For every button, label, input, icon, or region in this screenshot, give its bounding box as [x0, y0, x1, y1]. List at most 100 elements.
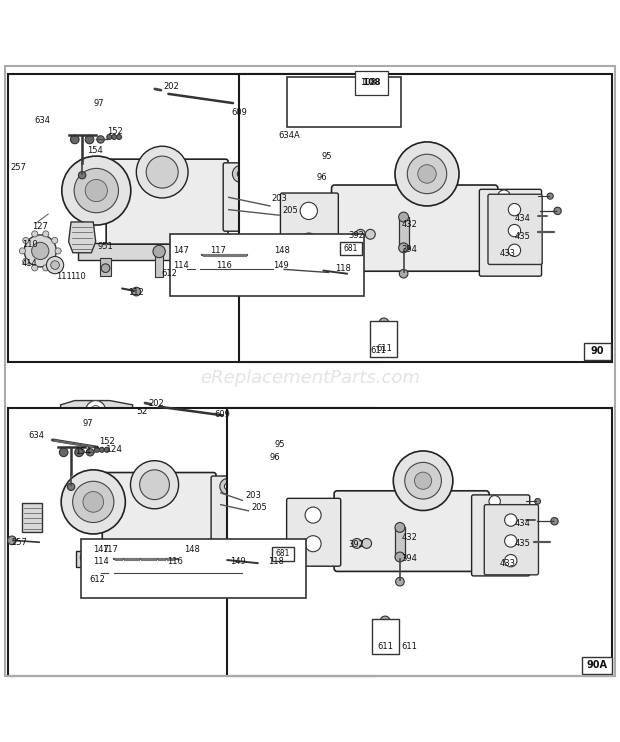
- Circle shape: [153, 246, 166, 257]
- Bar: [223, 258, 234, 275]
- Text: 117: 117: [210, 246, 226, 255]
- FancyBboxPatch shape: [488, 194, 542, 264]
- Circle shape: [24, 235, 56, 267]
- Circle shape: [314, 157, 319, 162]
- Circle shape: [300, 233, 317, 250]
- Text: 394: 394: [401, 245, 417, 254]
- Circle shape: [277, 214, 283, 220]
- Circle shape: [104, 447, 109, 453]
- Circle shape: [505, 535, 517, 547]
- Circle shape: [86, 401, 105, 420]
- Circle shape: [300, 203, 317, 220]
- Circle shape: [130, 461, 179, 509]
- Circle shape: [117, 134, 122, 139]
- Circle shape: [336, 91, 365, 121]
- Circle shape: [51, 258, 58, 264]
- Text: 202: 202: [164, 82, 179, 91]
- Circle shape: [407, 154, 447, 194]
- Text: 90: 90: [591, 347, 604, 356]
- Text: 110: 110: [22, 240, 38, 249]
- Circle shape: [107, 134, 112, 139]
- Circle shape: [508, 203, 521, 216]
- Text: 681: 681: [276, 549, 290, 559]
- Circle shape: [300, 157, 314, 171]
- Text: 95: 95: [321, 152, 332, 161]
- Circle shape: [352, 539, 361, 548]
- Circle shape: [268, 249, 280, 260]
- Circle shape: [365, 229, 375, 239]
- Circle shape: [361, 539, 371, 548]
- Text: 634: 634: [34, 116, 50, 125]
- Text: 147: 147: [173, 246, 189, 255]
- Text: 116: 116: [216, 260, 232, 269]
- Text: 205: 205: [282, 206, 298, 215]
- Circle shape: [489, 516, 500, 528]
- Polygon shape: [347, 270, 355, 278]
- Circle shape: [19, 248, 25, 254]
- Circle shape: [505, 514, 517, 526]
- Circle shape: [146, 156, 178, 188]
- Circle shape: [132, 287, 141, 296]
- Text: 118: 118: [335, 264, 350, 273]
- Text: 154: 154: [87, 146, 103, 155]
- Text: 394: 394: [401, 554, 417, 563]
- Circle shape: [498, 213, 510, 225]
- Text: 433: 433: [500, 249, 516, 258]
- Circle shape: [97, 136, 104, 143]
- Circle shape: [99, 447, 104, 453]
- Text: 111: 111: [56, 272, 72, 280]
- Circle shape: [81, 551, 92, 564]
- Circle shape: [179, 253, 184, 257]
- Text: 432: 432: [401, 533, 417, 542]
- FancyBboxPatch shape: [106, 159, 228, 244]
- Circle shape: [212, 554, 223, 565]
- Text: 612: 612: [161, 269, 177, 278]
- Text: 611: 611: [401, 643, 417, 651]
- Circle shape: [498, 190, 510, 203]
- Text: 108: 108: [362, 79, 381, 88]
- Circle shape: [547, 193, 553, 199]
- Circle shape: [224, 483, 231, 490]
- Circle shape: [300, 94, 320, 114]
- Text: 148: 148: [274, 246, 290, 255]
- Circle shape: [247, 508, 253, 514]
- FancyBboxPatch shape: [280, 193, 339, 266]
- FancyBboxPatch shape: [472, 495, 529, 576]
- Text: 203: 203: [272, 194, 288, 203]
- Circle shape: [85, 180, 107, 202]
- Polygon shape: [258, 559, 265, 567]
- Circle shape: [43, 231, 49, 237]
- Text: 149: 149: [273, 260, 289, 269]
- Circle shape: [86, 449, 94, 456]
- Polygon shape: [69, 222, 95, 253]
- Bar: [8, 73, 378, 362]
- Circle shape: [175, 249, 188, 261]
- FancyBboxPatch shape: [334, 490, 489, 571]
- Circle shape: [396, 577, 404, 586]
- Circle shape: [23, 237, 29, 243]
- Text: 96: 96: [270, 453, 281, 462]
- Text: 392: 392: [348, 540, 364, 549]
- Circle shape: [43, 265, 49, 271]
- Text: 154: 154: [75, 447, 91, 456]
- Circle shape: [505, 554, 517, 567]
- Text: 117: 117: [102, 545, 118, 554]
- Circle shape: [399, 212, 409, 222]
- Circle shape: [405, 462, 441, 499]
- Bar: [81, 539, 306, 597]
- Circle shape: [240, 497, 247, 505]
- Bar: [286, 77, 401, 127]
- Circle shape: [554, 207, 561, 214]
- Text: 114: 114: [93, 557, 109, 566]
- Circle shape: [305, 507, 321, 523]
- Circle shape: [51, 237, 58, 243]
- Text: 611: 611: [376, 344, 392, 353]
- Circle shape: [399, 243, 409, 253]
- Circle shape: [182, 554, 193, 565]
- Text: 90A: 90A: [587, 660, 608, 670]
- Text: 114: 114: [173, 260, 189, 269]
- Circle shape: [94, 443, 104, 453]
- FancyBboxPatch shape: [102, 473, 216, 552]
- Circle shape: [83, 492, 104, 512]
- FancyBboxPatch shape: [223, 162, 277, 232]
